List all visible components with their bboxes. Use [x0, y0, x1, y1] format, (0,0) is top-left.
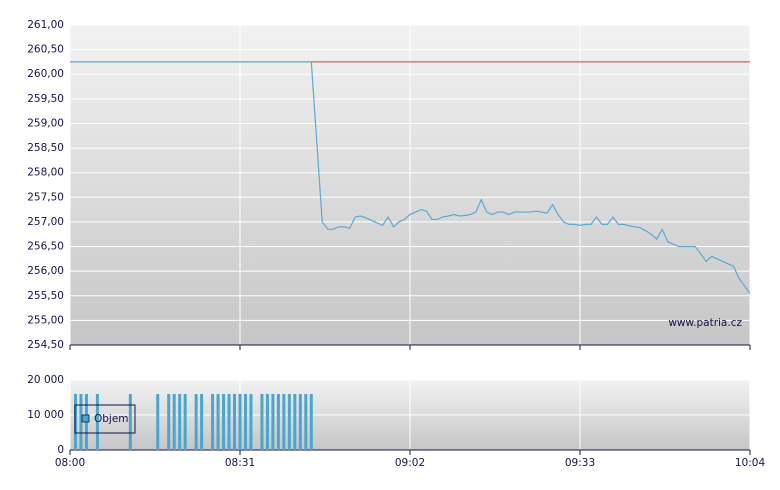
volume-bar	[167, 394, 171, 450]
x-tick-label: 09:33	[565, 457, 595, 469]
volume-bar	[276, 394, 280, 450]
y-tick-label: 255,50	[27, 290, 64, 302]
x-tick-label: 08:00	[55, 457, 85, 469]
volume-bar	[238, 394, 242, 450]
y-tick-label: 10 000	[27, 409, 64, 421]
volume-bar	[178, 394, 182, 450]
y-tick-label: 260,50	[27, 44, 64, 56]
volume-bar	[200, 394, 204, 450]
y-tick-label: 257,50	[27, 191, 64, 203]
volume-bar	[172, 394, 176, 450]
volume-bar	[309, 394, 313, 450]
x-tick-label: 10:04	[735, 457, 766, 469]
y-tick-label: 20 000	[27, 374, 64, 386]
y-tick-label: 258,00	[27, 167, 64, 179]
volume-bar	[183, 394, 187, 450]
y-tick-label: 254,50	[27, 339, 64, 351]
volume-bar	[216, 394, 220, 450]
x-tick-label: 09:02	[395, 457, 425, 469]
volume-bar	[304, 394, 308, 450]
volume-bar	[95, 394, 99, 450]
volume-bar	[249, 394, 253, 450]
volume-bar	[227, 394, 231, 450]
watermark: www.patria.cz	[668, 317, 742, 329]
volume-bar	[282, 394, 286, 450]
y-tick-label: 261,00	[27, 19, 64, 31]
volume-bar	[287, 394, 291, 450]
volume-bar	[265, 394, 269, 450]
volume-bar	[194, 394, 198, 450]
volume-bar	[271, 394, 275, 450]
volume-bar	[222, 394, 226, 450]
y-tick-label: 256,00	[27, 265, 64, 277]
price-line	[70, 61, 751, 294]
volume-bar	[243, 394, 247, 450]
volume-bar	[156, 394, 160, 450]
y-tick-label: 259,50	[27, 93, 64, 105]
y-tick-label: 259,00	[27, 117, 64, 129]
y-tick-label: 255,00	[27, 314, 64, 326]
y-tick-label: 258,50	[27, 142, 64, 154]
volume-bar	[79, 394, 83, 450]
volume-bar	[211, 394, 215, 450]
y-tick-label: 0	[57, 444, 64, 456]
y-tick-label: 260,00	[27, 68, 64, 80]
volume-bar	[233, 394, 237, 450]
volume-bar	[128, 394, 132, 450]
volume-bar	[260, 394, 264, 450]
legend-swatch	[81, 414, 90, 423]
x-tick-label: 08:31	[225, 457, 255, 469]
volume-bar	[298, 394, 302, 450]
legend-label: Objem	[94, 413, 129, 425]
y-tick-label: 257,00	[27, 216, 64, 228]
volume-bar	[293, 394, 297, 450]
legend-box	[74, 404, 136, 434]
y-tick-label: 256,50	[27, 241, 64, 253]
